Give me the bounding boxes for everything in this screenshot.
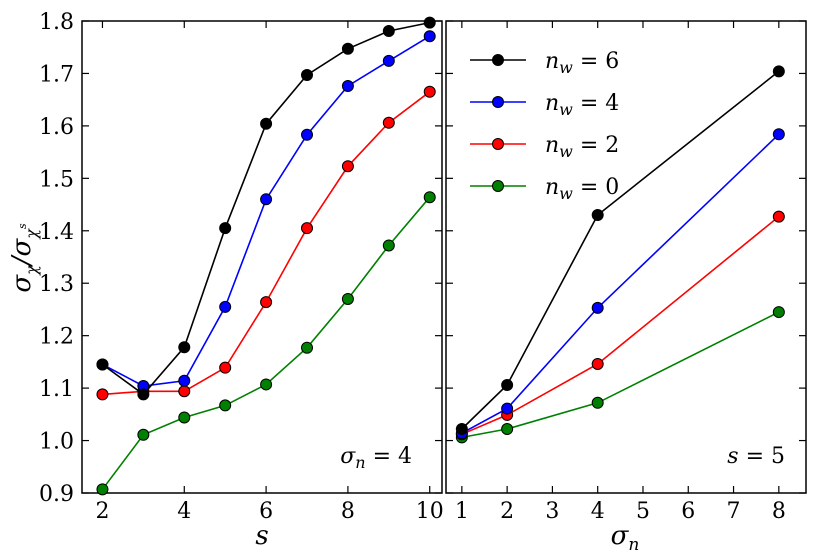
right-series-line [461,133,780,434]
legend: nw = 6 nw = 4 nw = 2 nw = 0 [470,49,619,203]
left-data-point [137,428,150,441]
left-data-point [96,358,109,371]
left-data-point [260,193,273,206]
left-data-point [423,85,436,98]
left-data-point [178,385,191,398]
left-y-tick-label: 1.5 [39,167,74,192]
right-data-point [772,128,785,141]
left-data-point [341,160,354,173]
svg-text:σn = 4: σn = 4 [340,444,412,472]
annotation-sigma-n: σn = 4 [340,444,412,472]
right-x-tick-label: 2 [500,499,514,524]
left-plot-frame [81,20,443,494]
right-x-tick-label: 3 [545,499,559,524]
left-data-point [382,54,395,67]
left-x-tick-label: 4 [177,499,191,524]
right-x-tick-label: 4 [591,499,605,524]
left-data-point [219,399,232,412]
left-data-point [341,292,354,305]
left-y-tick-label: 0.9 [39,482,74,507]
left-y-tick-label: 1.2 [39,325,74,350]
left-x-tick-label: 8 [341,499,355,524]
legend-marker [492,180,504,192]
annotation-s: s = 5 [727,444,785,469]
left-data-point [382,239,395,252]
right-data-point [501,378,514,391]
left-series-line [102,91,431,396]
right-data-point [591,301,604,314]
left-data-point [423,191,436,204]
left-data-point [178,341,191,354]
legend-label: nw = 6 [545,49,619,77]
right-x-tick-label: 7 [727,499,741,524]
svg-text:σn: σn [611,521,640,553]
left-data-point [178,374,191,387]
left-series-line [102,35,431,387]
right-data-point [455,423,468,436]
left-y-tick-label: 1.8 [39,10,74,35]
left-data-point [137,388,150,401]
right-x-tick-label: 6 [681,499,695,524]
right-data-point [591,209,604,222]
y-axis-label: σχ/σχs [7,223,41,293]
left-data-point [301,69,313,82]
left-x-tick-label: 6 [259,499,273,524]
left-data-point [260,117,273,130]
legend-label: nw = 4 [545,91,619,119]
left-y-tick-label: 1.4 [39,220,74,245]
legend-marker [492,54,504,66]
left-data-point [423,30,436,43]
left-data-point [301,128,313,141]
left-y-tick-label: 1.6 [39,115,74,140]
svg-text:σχ/σχs: σχ/σχs [7,223,41,293]
right-x-tick-label: 1 [455,499,469,524]
left-data-point [219,300,232,313]
x-axis-label-right: σn [611,521,640,553]
legend-label: nw = 2 [545,133,619,161]
right-data-point [591,396,604,409]
left-data-point [96,388,109,401]
svg-text:s = 5: s = 5 [727,444,785,469]
legend-marker [492,96,504,108]
left-y-tick-label: 1.7 [39,62,74,87]
right-data-point [772,65,785,78]
right-data-point [591,357,604,370]
left-series-line [102,21,430,396]
left-data-point [301,222,313,235]
x-axis-label-left: s [255,521,268,551]
left-y-tick-label: 1.3 [39,272,74,297]
right-x-tick-label: 8 [772,499,786,524]
left-data-point [382,24,395,37]
left-y-tick-label: 1.0 [39,430,74,455]
left-data-point [301,341,313,354]
right-series-line [461,215,780,436]
right-data-point [501,423,514,436]
right-series-line [461,311,780,439]
right-data-point [772,210,785,223]
left-data-point [260,378,273,391]
left-data-point [423,16,436,29]
left-y-tick-label: 1.1 [39,377,74,402]
left-data-point [219,361,232,374]
left-data-point [260,296,273,309]
left-data-point [96,483,109,496]
left-data-point [341,42,354,55]
right-x-tick-label: 5 [636,499,650,524]
right-data-point [501,402,514,415]
panel-right: 1 2 3 4 5 6 7 8 [445,20,807,524]
left-data-point [178,411,191,424]
legend-marker [492,138,504,150]
right-plot-frame [445,20,807,494]
left-x-tick-label: 10 [416,499,444,524]
right-series-line [461,70,780,430]
left-data-point [219,222,232,235]
left-data-point [341,80,354,93]
right-data-point [772,306,785,319]
panel-left: 0.9 1.0 1.1 1.2 1.3 1.4 1.5 1.6 1.7 1.8 2 4 6 8 10 [39,10,444,524]
left-data-point [382,116,395,129]
legend-label: nw = 0 [545,175,619,203]
left-x-tick-label: 2 [95,499,109,524]
